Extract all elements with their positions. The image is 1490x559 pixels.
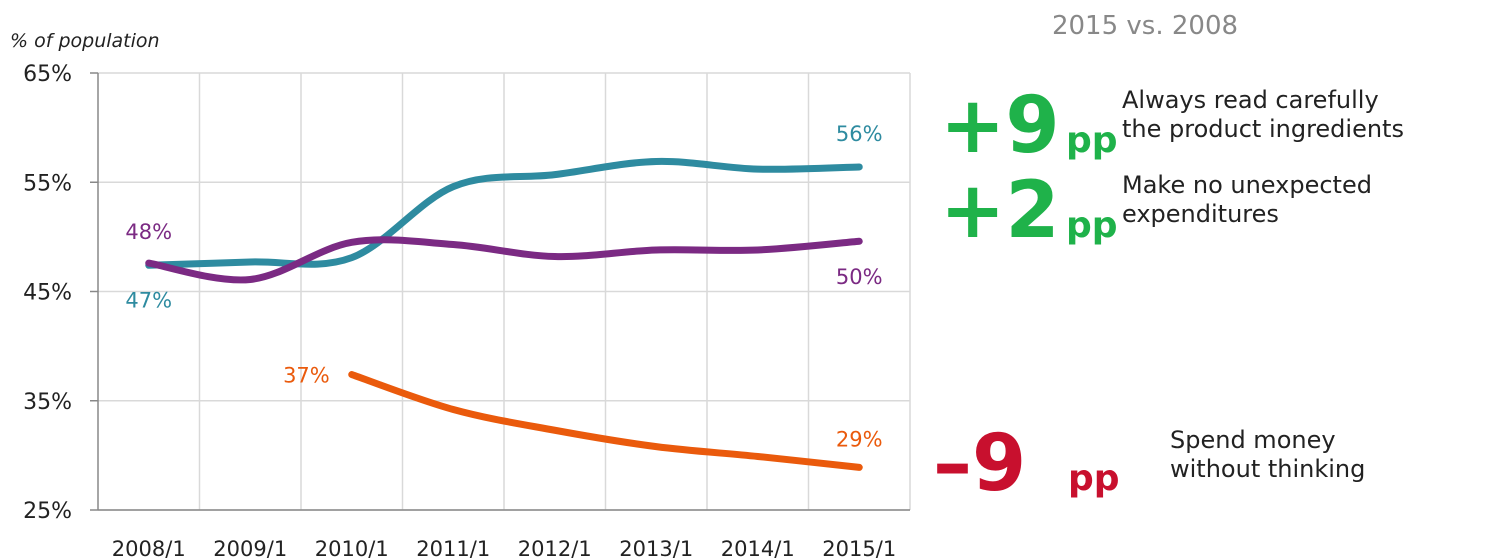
y-tick-label: 45% <box>23 281 72 306</box>
series-name: Spend money without thinking <box>1170 426 1366 483</box>
y-tick-label: 55% <box>23 171 72 196</box>
change-value: +9 <box>940 81 1060 171</box>
change-unit: pp <box>1068 458 1120 499</box>
data-label: 48% <box>125 220 172 244</box>
comparison: 2015 vs. 2008 <box>1052 11 1238 41</box>
series-name: Always read carefully the product ingred… <box>1122 86 1404 143</box>
x-tick-label: 2014/1 <box>721 537 795 559</box>
y-tick-label: 25% <box>23 499 72 524</box>
series-name: Make no unexpected expenditures <box>1122 171 1372 228</box>
data-label: 56% <box>836 122 883 146</box>
y-tick-label: 35% <box>23 390 72 415</box>
y-tick-label: 65% <box>23 62 72 87</box>
x-tick-label: 2015/1 <box>822 537 896 559</box>
x-tick-label: 2011/1 <box>416 537 490 559</box>
data-label: 37% <box>283 364 330 388</box>
line <box>145 236 863 284</box>
x-tick-label: 2009/1 <box>213 537 287 559</box>
change-unit: pp <box>1066 120 1118 161</box>
data-label: 29% <box>836 427 883 451</box>
change-unit: pp <box>1066 205 1118 246</box>
x-tick-label: 2012/1 <box>518 537 592 559</box>
x-tick-label: 2013/1 <box>619 537 693 559</box>
line <box>348 371 863 471</box>
data-label: 50% <box>836 265 883 289</box>
change-value: –9 <box>933 419 1026 509</box>
y-axis-label: % of population <box>10 30 160 52</box>
data-label: 47% <box>125 288 172 312</box>
x-tick-label: 2008/1 <box>112 537 186 559</box>
x-tick-label: 2010/1 <box>315 537 389 559</box>
line <box>145 157 863 269</box>
change-value: +2 <box>940 166 1060 256</box>
